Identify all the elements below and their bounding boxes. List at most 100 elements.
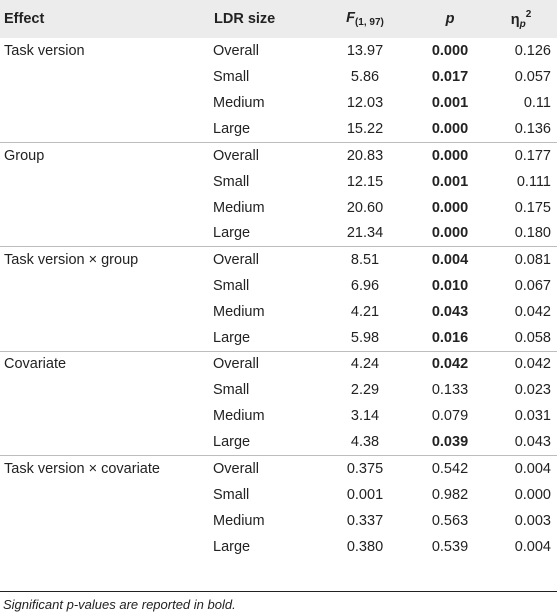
table-row: Medium 4.21 0.043 0.042 (0, 299, 557, 325)
table-row: Small 6.96 0.010 0.067 (0, 273, 557, 299)
table-row: Small 12.15 0.001 0.111 (0, 168, 557, 194)
header-eta-symbol: η (510, 11, 520, 28)
cell-ldr-size: Medium (213, 512, 265, 529)
cell-ldr-size: Small (213, 382, 250, 399)
cell-effect (0, 377, 210, 403)
cell-ldr-size: Small (213, 486, 250, 503)
cell-f-value: 0.001 (346, 486, 384, 503)
table-row: Large 21.34 0.000 0.180 (0, 221, 557, 247)
cell-p-value: 0.542 (415, 454, 485, 482)
header-f-df: (1, 97) (354, 17, 384, 28)
cell-eta-squared: 0.004 (514, 538, 551, 555)
cell-f-value: 12.03 (346, 95, 384, 112)
cell-f-value: 6.96 (350, 277, 380, 294)
cell-f-value: 8.51 (315, 246, 415, 273)
table-row: Covariate Overall 4.24 0.042 0.042 (0, 350, 557, 378)
cell-eta-squared: 0.180 (514, 225, 551, 242)
cell-effect (0, 429, 210, 455)
cell-effect: Task version (4, 43, 85, 60)
cell-effect: Covariate (0, 350, 210, 378)
cell-p-value: 0.133 (431, 382, 469, 399)
cell-eta-squared: 0.057 (514, 69, 551, 86)
cell-f-value: 13.97 (346, 43, 384, 60)
cell-ldr-size: Overall (210, 350, 315, 378)
cell-effect (0, 221, 210, 247)
cell-p-value: 0.016 (431, 329, 469, 346)
cell-ldr-size: Overall (210, 454, 315, 482)
anova-results-table: Effect LDR size F(1, 97) p ηp2 Task vers… (0, 0, 557, 560)
cell-ldr-size: Overall (210, 141, 315, 169)
cell-f-value: 21.34 (346, 225, 384, 242)
cell-ldr-size: Medium (213, 199, 265, 216)
cell-effect (0, 168, 210, 194)
cell-p-value: 0.563 (431, 512, 469, 529)
header-eta-sup: 2 (525, 8, 532, 20)
cell-p-value: 0.001 (431, 95, 469, 112)
cell-p-value: 0.982 (431, 486, 469, 503)
table-row: Small 5.86 0.017 0.057 (0, 64, 557, 90)
cell-eta-squared: 0.081 (485, 246, 557, 273)
cell-eta-squared: 0.11 (523, 95, 551, 112)
cell-eta-squared: 0.042 (485, 350, 557, 378)
cell-eta-squared: 0.003 (514, 512, 551, 529)
table-row: Task version × group Overall 8.51 0.004 0.08… (0, 246, 557, 273)
cell-p-value: 0.001 (431, 173, 469, 190)
cell-ldr-size: Overall (210, 246, 315, 273)
table-header-row: Effect LDR size F(1, 97) p ηp2 (0, 0, 557, 38)
cell-effect: Task version × group (0, 246, 210, 273)
table-row: Task version Overall 13.97 0.000 0.126 (0, 38, 557, 64)
cell-p-value: 0.000 (415, 141, 485, 169)
cell-f-value: 0.375 (315, 454, 415, 482)
header-f-symbol: F (346, 10, 355, 26)
table-row: Large 4.38 0.039 0.043 (0, 429, 557, 455)
cell-f-value: 12.15 (346, 173, 384, 190)
cell-ldr-size: Medium (213, 95, 265, 112)
header-p-symbol: p (445, 11, 455, 27)
cell-effect (0, 64, 210, 90)
table-row: Medium 0.337 0.563 0.003 (0, 508, 557, 534)
table-row: Medium 20.60 0.000 0.175 (0, 195, 557, 221)
cell-f-value: 5.86 (350, 69, 380, 86)
cell-effect (0, 195, 210, 221)
cell-p-value: 0.004 (415, 246, 485, 273)
cell-p-value: 0.017 (431, 69, 469, 86)
cell-eta-squared: 0.136 (514, 121, 551, 138)
cell-p-value: 0.039 (431, 434, 469, 451)
cell-effect (0, 325, 210, 351)
cell-f-value: 20.83 (315, 141, 415, 169)
cell-eta-squared: 0.031 (514, 408, 551, 425)
header-p-value: p (415, 0, 485, 38)
cell-f-value: 20.60 (346, 199, 384, 216)
cell-p-value: 0.000 (431, 199, 469, 216)
cell-eta-squared: 0.126 (514, 43, 551, 60)
cell-eta-squared: 0.177 (485, 141, 557, 169)
table-row: Large 15.22 0.000 0.136 (0, 116, 557, 142)
table-row: Task version × covariate Overall 0.375 0.54… (0, 454, 557, 482)
table-row: Group Overall 20.83 0.000 0.177 (0, 141, 557, 169)
cell-p-value: 0.010 (431, 277, 469, 294)
cell-f-value: 2.29 (350, 382, 380, 399)
cell-f-value: 3.14 (350, 408, 380, 425)
cell-effect (0, 90, 210, 116)
cell-effect (0, 534, 210, 560)
cell-f-value: 5.98 (350, 329, 380, 346)
cell-ldr-size: Small (213, 277, 250, 294)
cell-ldr-size: Small (213, 69, 250, 86)
cell-effect (0, 508, 210, 534)
cell-ldr-size: Small (213, 173, 250, 190)
cell-ldr-size: Overall (213, 43, 259, 60)
header-partial-eta-squared: ηp2 (485, 0, 557, 38)
header-f-statistic: F(1, 97) (315, 0, 415, 38)
table-row: Small 0.001 0.982 0.000 (0, 482, 557, 508)
header-ldr-size: LDR size (214, 11, 276, 27)
table-row: Large 0.380 0.539 0.004 (0, 534, 557, 560)
cell-eta-squared: 0.042 (514, 303, 551, 320)
cell-eta-squared: 0.067 (514, 277, 551, 294)
table-row: Medium 12.03 0.001 0.11 (0, 90, 557, 116)
cell-ldr-size: Large (213, 121, 251, 138)
cell-effect (0, 482, 210, 508)
cell-effect (0, 403, 210, 429)
cell-effect: Task version × covariate (0, 454, 210, 482)
table-footnote: Significant p-values are reported in bol… (3, 597, 236, 612)
